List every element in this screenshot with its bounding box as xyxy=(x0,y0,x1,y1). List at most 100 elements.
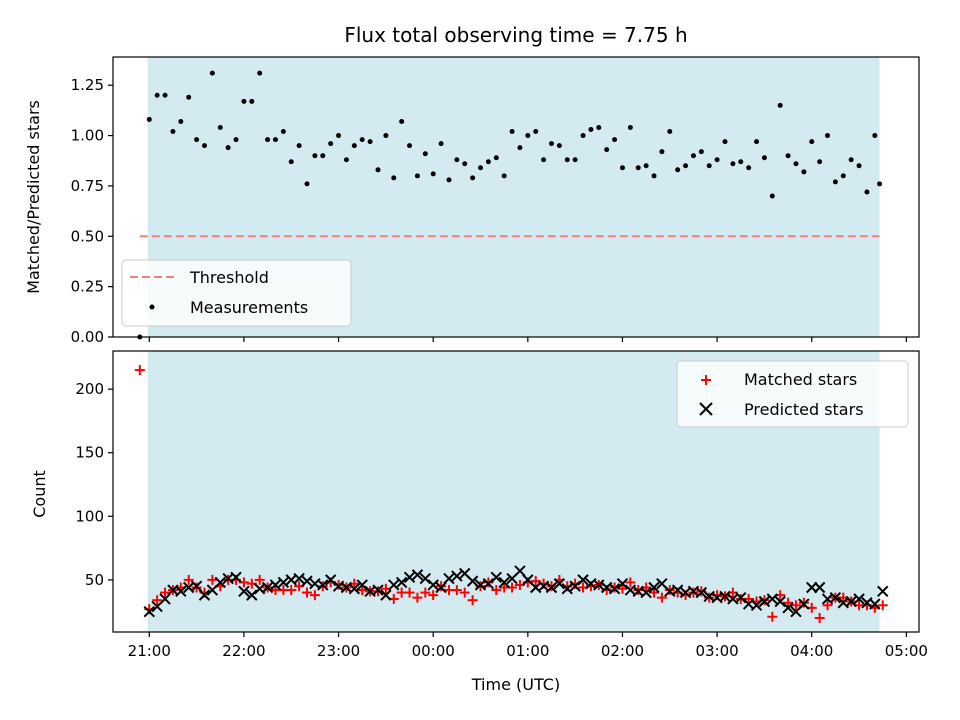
measurement-point xyxy=(217,125,223,131)
x-tick-label: 02:00 xyxy=(601,642,644,660)
predicted-point xyxy=(324,574,337,586)
predicted-point xyxy=(451,570,463,582)
matched-point xyxy=(467,595,478,606)
predicted-point xyxy=(758,595,771,608)
measurement-point xyxy=(856,163,862,169)
measurement-point xyxy=(501,173,507,179)
measurement-point xyxy=(470,175,476,181)
predicted-point xyxy=(246,589,258,601)
predicted-point xyxy=(395,576,408,589)
measurement-point xyxy=(722,139,728,145)
measurement-point xyxy=(249,98,255,104)
bottom-y-tick-label: 150 xyxy=(75,444,104,462)
measurement-point xyxy=(225,145,231,151)
predicted-point xyxy=(782,602,794,614)
matched-point xyxy=(428,590,439,601)
predicted-point xyxy=(829,591,842,604)
predicted-point xyxy=(466,575,479,587)
predicted-point xyxy=(735,591,747,604)
measurement-point xyxy=(580,133,586,139)
legend-measurements-swatch xyxy=(149,304,155,310)
measurement-point xyxy=(383,133,389,139)
measurement-point xyxy=(485,159,491,165)
measurement-point xyxy=(328,141,334,147)
predicted-point xyxy=(435,581,447,594)
matched-point xyxy=(790,600,801,611)
top-y-tick-label: 0.25 xyxy=(71,278,104,296)
measurement-point xyxy=(659,149,665,155)
x-tick-label: 22:00 xyxy=(222,642,265,660)
measurement-point xyxy=(162,92,168,98)
measurement-point xyxy=(635,165,641,171)
predicted-point xyxy=(648,581,660,594)
predicted-point xyxy=(348,583,361,595)
predicted-point xyxy=(869,598,881,610)
predicted-point xyxy=(419,572,432,585)
measurement-point xyxy=(848,157,854,163)
measurement-point xyxy=(146,116,152,122)
bottom-y-tick-label: 200 xyxy=(75,380,104,398)
measurement-point xyxy=(714,157,720,163)
measurement-point xyxy=(675,167,681,173)
bottom-y-tick-label: 50 xyxy=(85,571,104,589)
predicted-point xyxy=(640,586,652,599)
predicted-point xyxy=(490,571,502,584)
measurement-point xyxy=(690,153,696,159)
measurement-point xyxy=(288,159,294,165)
top-y-tick-label: 1.00 xyxy=(71,127,104,145)
measurement-point xyxy=(414,173,420,179)
predicted-point xyxy=(356,579,368,591)
measurement-point xyxy=(320,153,326,159)
measurement-point xyxy=(683,163,689,169)
predicted-point xyxy=(719,590,731,603)
predicted-point xyxy=(553,577,566,590)
measurement-point xyxy=(391,175,397,181)
predicted-point xyxy=(293,572,305,585)
matched-point xyxy=(404,587,415,598)
matched-point xyxy=(656,592,667,603)
top-y-tick-label: 0.75 xyxy=(71,177,104,195)
measurement-point xyxy=(178,118,184,124)
matched-point xyxy=(134,365,145,376)
legend-matched-swatch xyxy=(701,375,711,385)
x-tick-label: 21:00 xyxy=(128,642,171,660)
matched-point xyxy=(183,574,194,585)
predicted-point xyxy=(695,586,708,599)
legend-predicted-swatch xyxy=(699,402,713,416)
predicted-point xyxy=(813,581,826,594)
measurement-point xyxy=(462,161,468,167)
measurement-point xyxy=(194,137,200,143)
top-y-tick-label: 0.50 xyxy=(71,227,104,245)
predicted-point xyxy=(443,572,455,585)
predicted-point xyxy=(608,583,621,595)
measurement-point xyxy=(746,165,752,171)
predicted-point xyxy=(853,593,865,605)
measurement-point xyxy=(438,141,444,147)
x-tick-label: 04:00 xyxy=(790,642,833,660)
predicted-point xyxy=(766,593,779,605)
predicted-point xyxy=(774,595,786,608)
predicted-point xyxy=(845,595,857,608)
top-panel: 0.00 0.25 0.50 0.75 1.00 1.25 Threshold Measure… xyxy=(71,56,920,346)
matched-point xyxy=(302,587,313,598)
predicted-point xyxy=(230,571,242,584)
matched-point xyxy=(459,587,470,598)
bottom-y-tick-label: 100 xyxy=(75,507,104,525)
measurement-point xyxy=(872,133,878,139)
matched-point xyxy=(207,574,218,585)
measurement-point xyxy=(201,143,207,149)
legend-threshold-label: Threshold xyxy=(189,268,269,287)
measurement-point xyxy=(738,159,744,165)
predicted-point xyxy=(388,579,400,591)
measurement-point xyxy=(493,155,499,161)
measurement-point xyxy=(509,129,515,135)
measurement-point xyxy=(541,157,547,163)
predicted-point xyxy=(175,585,187,598)
top-axes-frame xyxy=(112,56,920,338)
measurement-point xyxy=(272,137,278,143)
predicted-point xyxy=(269,579,282,591)
bottom-y-axis-label: Count xyxy=(30,470,49,518)
predicted-point xyxy=(877,585,889,598)
measurement-point xyxy=(877,181,883,187)
matched-point xyxy=(814,613,825,624)
